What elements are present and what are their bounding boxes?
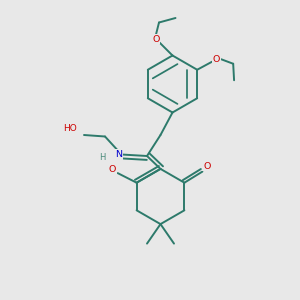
Text: O: O bbox=[203, 162, 211, 171]
Text: N: N bbox=[116, 150, 123, 159]
Text: H: H bbox=[99, 153, 105, 162]
Text: O: O bbox=[152, 34, 160, 43]
Text: O: O bbox=[109, 165, 116, 174]
Text: O: O bbox=[213, 55, 220, 64]
Text: HO: HO bbox=[64, 124, 77, 134]
